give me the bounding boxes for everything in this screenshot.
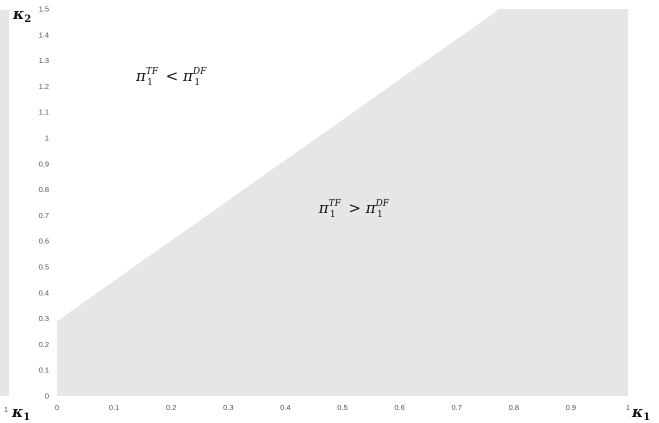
x-tick-label: 0.5 <box>337 403 347 412</box>
lower-region-label: πTF 1 > πDF 1 <box>318 199 390 220</box>
y-tick-label: 1.4 <box>39 30 49 39</box>
y-tick-label: 1.2 <box>39 82 49 91</box>
x-tick-label: 0.9 <box>566 403 576 412</box>
y-tick-label: 0.1 <box>39 366 49 375</box>
y-tick-label: 1.1 <box>39 108 49 117</box>
x-tick-label: 0.2 <box>166 403 176 412</box>
x-tick-label: 0.6 <box>394 403 404 412</box>
x-tick-label: 0.1 <box>109 403 119 412</box>
y-tick-label: 0.6 <box>39 237 49 246</box>
y-tick-label: 1 <box>45 134 49 143</box>
shaded-region <box>57 9 628 396</box>
x-axis-ticks: 0 0.1 0.2 0.3 0.4 0.5 0.6 0.7 0.8 0.9 1 <box>55 403 630 412</box>
y-tick-label: 1.3 <box>39 56 49 65</box>
x-tick-label: 1 <box>626 403 630 412</box>
y-tick-label: 0.5 <box>39 263 49 272</box>
plot-area <box>57 9 628 396</box>
y-tick-label: 0.9 <box>39 159 49 168</box>
adjacent-panel-xlabel: κ1 <box>11 403 30 423</box>
y-tick-label: 1.5 <box>39 5 49 14</box>
adjacent-panel-tick: 1 <box>4 405 8 414</box>
upper-region-label: πTF 1 < πDF 1 <box>135 67 207 88</box>
x-tick-label: 0.4 <box>280 403 290 412</box>
adjacent-panel-strip <box>0 10 9 396</box>
x-tick-label: 0.3 <box>223 403 233 412</box>
y-tick-label: 0.8 <box>39 185 49 194</box>
y-tick-label: 0.2 <box>39 340 49 349</box>
x-tick-label: 0.8 <box>509 403 519 412</box>
y-axis-ticks: 0 0.1 0.2 0.3 0.4 0.5 0.6 0.7 0.8 0.9 1 1.1 1.2 1.3 1.… <box>39 5 49 401</box>
x-tick-label: 0.7 <box>451 403 461 412</box>
x-axis-label: κ1 <box>631 403 650 423</box>
y-axis-label: κ2 <box>12 5 31 25</box>
y-tick-label: 0.3 <box>39 314 49 323</box>
y-tick-label: 0.7 <box>39 211 49 220</box>
y-tick-label: 0.4 <box>39 288 49 297</box>
x-tick-label: 0 <box>55 403 59 412</box>
y-tick-label: 0 <box>45 392 49 401</box>
